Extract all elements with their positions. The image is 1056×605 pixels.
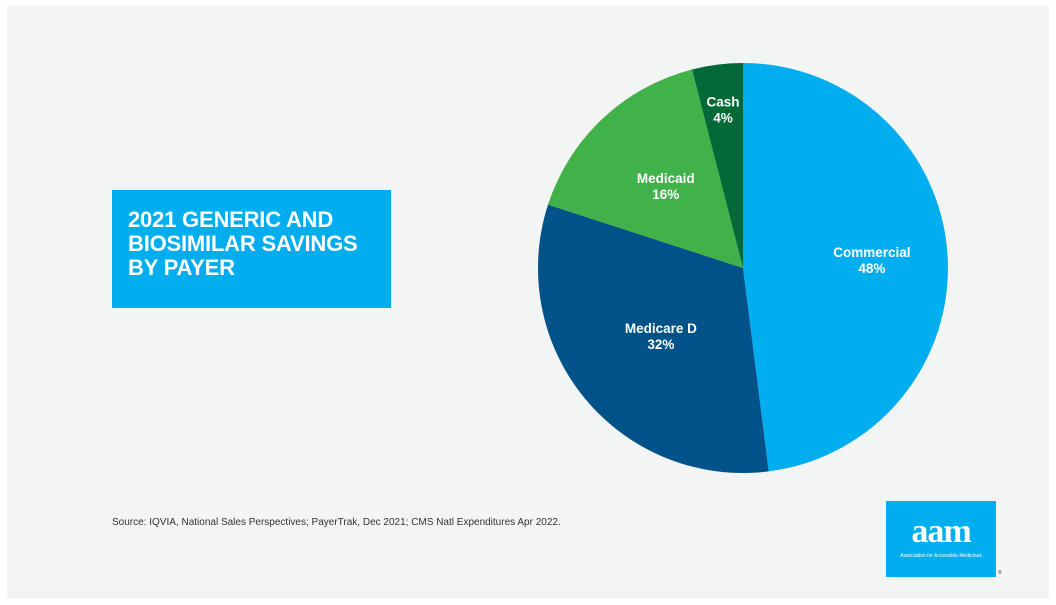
pie-slice-medicare-d (537, 204, 769, 473)
slice-value-medicaid: 16% (652, 187, 679, 202)
slice-label-medicare-d: Medicare D (625, 321, 697, 336)
slice-label-cash: Cash (706, 94, 739, 109)
pie-slice-medicaid (548, 69, 743, 268)
logo-subtitle: Association for Accessible Medicines (900, 553, 982, 559)
slice-label-commercial: Commercial (833, 245, 910, 260)
pie-slice-cash (692, 63, 743, 268)
slice-value-commercial: 48% (858, 261, 885, 276)
chart-title-line-2: BIOSIMILAR SAVINGS (128, 231, 358, 256)
chart-title-line-3: BY PAYER (128, 255, 235, 280)
source-note: Source: IQVIA, National Sales Perspectiv… (112, 517, 561, 528)
logo-mark: aam (911, 513, 971, 550)
registered-mark: ® (998, 570, 1002, 576)
slice-value-medicare-d: 32% (647, 337, 674, 352)
chart-title-box: 2021 GENERIC AND BIOSIMILAR SAVINGS BY P… (112, 190, 391, 308)
pie-slice-commercial (743, 63, 948, 472)
slice-value-cash: 4% (713, 110, 733, 125)
chart-title-line-1: 2021 GENERIC AND (128, 207, 334, 232)
slice-label-medicaid: Medicaid (637, 171, 695, 186)
aam-logo: aam Association for Accessible Medicines (886, 501, 996, 577)
